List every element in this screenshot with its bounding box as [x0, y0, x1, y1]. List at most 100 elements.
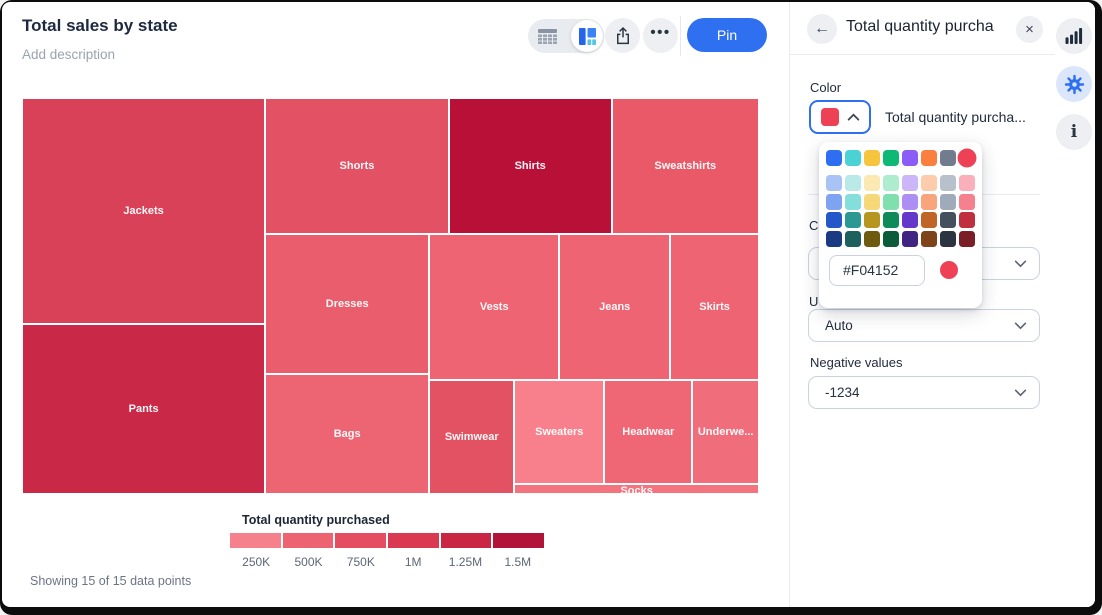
palette-swatch[interactable]: [883, 193, 899, 210]
palette-swatch[interactable]: [959, 193, 975, 210]
treemap-block-label: Underwe...: [697, 426, 754, 438]
palette-swatch[interactable]: [845, 150, 861, 166]
color-swatch-dropdown-open[interactable]: [809, 100, 871, 134]
treemap-block-label: Skirts: [699, 300, 730, 313]
legend-color-segment: [388, 533, 439, 548]
palette-swatch[interactable]: [921, 175, 937, 191]
treemap-block-swimwear[interactable]: Swimwear: [429, 379, 515, 494]
treemap-block-jackets[interactable]: Jackets: [22, 98, 266, 325]
element-info-button[interactable]: i: [1056, 114, 1092, 150]
palette-swatch[interactable]: [883, 150, 899, 166]
treemap: Jackets Shorts Shirts Sweatshirts Pants Dress…: [22, 98, 759, 494]
treemap-block-label: Pants: [128, 403, 159, 416]
palette-swatch[interactable]: [864, 212, 880, 228]
legend-tick-label: 750K: [346, 555, 375, 569]
palette-swatch[interactable]: [902, 193, 918, 210]
treemap-block-label: Shorts: [339, 159, 375, 172]
treemap-block-jeans[interactable]: Jeans: [559, 233, 671, 380]
treemap-block-pants[interactable]: Pants: [22, 324, 266, 494]
treemap-block-shirts[interactable]: Shirts: [448, 98, 612, 234]
palette-swatch[interactable]: [921, 212, 937, 228]
palette-swatch[interactable]: [957, 148, 977, 168]
negative-values-dropdown-value: -1234: [825, 385, 860, 400]
current-color-swatch: [821, 108, 839, 126]
palette-swatch[interactable]: [940, 230, 956, 247]
treemap-block-sweatshirts[interactable]: Sweatshirts: [611, 98, 759, 234]
hex-color-input[interactable]: [829, 254, 925, 286]
obscured-label-fragment: C: [809, 218, 819, 233]
palette-swatch[interactable]: [940, 193, 956, 210]
treemap-block-sweaters[interactable]: Sweaters: [514, 379, 605, 485]
treemap-block-label: Sweatshirts: [654, 159, 717, 172]
palette-swatch[interactable]: [940, 175, 956, 191]
palette-swatch[interactable]: [864, 193, 880, 210]
palette-swatch[interactable]: [826, 212, 842, 228]
treemap-block-skirts[interactable]: Skirts: [670, 233, 759, 380]
treemap-block-socks[interactable]: Socks: [514, 484, 759, 494]
share-button[interactable]: [605, 18, 640, 53]
palette-swatch[interactable]: [826, 175, 842, 191]
legend-color-segment: [282, 533, 334, 548]
treemap-block-dresses[interactable]: Dresses: [265, 233, 430, 374]
palette-swatch[interactable]: [921, 150, 937, 166]
treemap-block-label: Jeans: [599, 300, 631, 313]
legend-color-scale: [230, 533, 545, 548]
treemap-block-vests[interactable]: Vests: [429, 233, 560, 380]
palette-swatch[interactable]: [921, 230, 937, 247]
palette-swatch[interactable]: [959, 230, 975, 247]
palette-swatch[interactable]: [864, 175, 880, 191]
palette-swatch[interactable]: [959, 175, 975, 191]
element-format-button-active[interactable]: [1056, 66, 1092, 102]
legend-ticks: 250K 500K 750K 1M 1.25M 1.5M: [230, 555, 544, 569]
treemap-block-label: Vests: [479, 300, 509, 313]
palette-swatch[interactable]: [845, 193, 861, 210]
close-panel-button[interactable]: ×: [1016, 16, 1043, 43]
treemap-block-label: Dresses: [325, 297, 369, 310]
palette-swatch[interactable]: [845, 212, 861, 228]
palette-swatch[interactable]: [921, 193, 937, 210]
palette-swatch[interactable]: [883, 230, 899, 247]
page-title[interactable]: Total sales by state: [22, 16, 178, 35]
legend-color-segment: [440, 533, 492, 548]
palette-swatch[interactable]: [864, 230, 880, 247]
treemap-block-shorts[interactable]: Shorts: [265, 98, 449, 234]
palette-swatch[interactable]: [864, 150, 880, 166]
legend-title: Total quantity purchased: [242, 513, 390, 527]
element-properties-button[interactable]: [1056, 18, 1092, 54]
treemap-block-label: Shirts: [514, 159, 546, 172]
palette-swatch[interactable]: [826, 150, 842, 166]
chevron-down-icon: [1014, 322, 1027, 329]
palette-swatch[interactable]: [902, 212, 918, 228]
treemap-block-bags[interactable]: Bags: [265, 374, 430, 494]
pin-button[interactable]: Pin: [687, 18, 767, 52]
more-options-button[interactable]: •••: [643, 18, 678, 53]
ellipsis-icon: •••: [650, 24, 671, 41]
treemap-block-headwear[interactable]: Headwear: [604, 379, 693, 485]
legend-color-segment: [493, 533, 545, 548]
back-button[interactable]: ←: [807, 14, 837, 44]
palette-swatch[interactable]: [959, 212, 975, 228]
palette-swatch[interactable]: [902, 150, 918, 166]
palette-swatch[interactable]: [883, 212, 899, 228]
table-view-button[interactable]: [535, 27, 559, 45]
negative-values-dropdown[interactable]: -1234: [808, 376, 1040, 409]
chevron-down-icon: [1014, 260, 1027, 267]
chart-view-button-selected[interactable]: [571, 20, 603, 52]
palette-swatch[interactable]: [940, 212, 956, 228]
add-description-placeholder[interactable]: Add description: [22, 47, 116, 62]
treemap-block-underwe[interactable]: Underwe...: [692, 379, 759, 485]
palette-swatch[interactable]: [902, 230, 918, 247]
palette-swatch[interactable]: [845, 230, 861, 247]
palette-swatch[interactable]: [883, 175, 899, 191]
palette-swatch[interactable]: [940, 150, 956, 166]
treemap-block-label: Sweaters: [535, 426, 584, 438]
palette-swatch[interactable]: [902, 175, 918, 191]
palette-swatch[interactable]: [826, 230, 842, 247]
close-icon: ×: [1025, 21, 1034, 38]
units-dropdown[interactable]: Auto: [808, 309, 1040, 342]
palette-swatch[interactable]: [826, 193, 842, 210]
palette-shade-rows: [826, 175, 976, 247]
legend-tick-label: 250K: [242, 555, 271, 569]
palette-swatch[interactable]: [845, 175, 861, 191]
